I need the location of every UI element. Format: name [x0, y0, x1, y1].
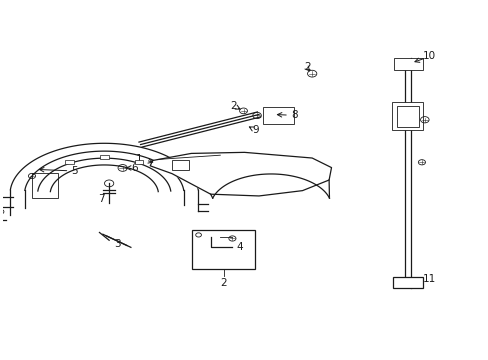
Bar: [100, 155, 108, 158]
Text: 3: 3: [114, 239, 121, 249]
Text: 11: 11: [422, 274, 435, 284]
Text: 8: 8: [290, 111, 297, 121]
Bar: [65, 160, 74, 163]
Text: 2: 2: [220, 278, 226, 288]
Bar: [396, 105, 418, 127]
Text: 2: 2: [304, 62, 310, 72]
Polygon shape: [150, 152, 331, 196]
Text: 7: 7: [99, 194, 105, 204]
Text: 10: 10: [422, 51, 435, 61]
Bar: [32, 173, 58, 198]
Bar: [393, 58, 423, 70]
Text: 9: 9: [252, 125, 259, 135]
Bar: [391, 102, 423, 130]
Text: 2: 2: [229, 100, 236, 111]
Text: 1: 1: [136, 154, 152, 164]
Text: 6: 6: [131, 163, 137, 173]
Bar: [392, 278, 422, 288]
Bar: [263, 107, 294, 124]
Text: 5: 5: [71, 166, 78, 176]
Bar: [134, 160, 143, 163]
Text: 4: 4: [236, 242, 243, 252]
Bar: [192, 230, 255, 269]
Bar: [172, 160, 188, 170]
